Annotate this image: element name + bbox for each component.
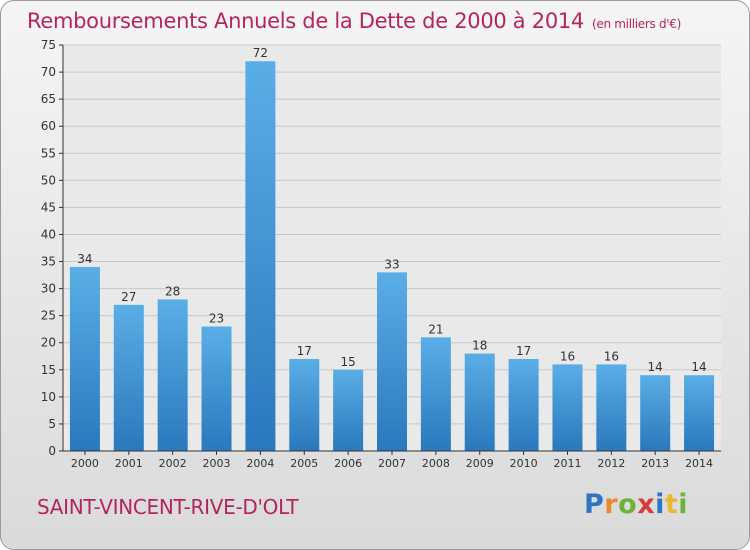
x-tick-label: 2010 <box>510 457 538 470</box>
chart-title: Remboursements Annuels de la Dette de 20… <box>27 9 681 33</box>
y-tick-label: 10 <box>41 390 56 404</box>
x-tick-label: 2007 <box>378 457 406 470</box>
x-tick-label: 2012 <box>597 457 625 470</box>
bar <box>684 375 715 451</box>
data-label: 34 <box>77 252 92 266</box>
data-label: 21 <box>428 322 443 336</box>
data-label: 16 <box>604 349 619 363</box>
bar <box>333 369 364 451</box>
x-tick-label: 2009 <box>466 457 494 470</box>
bar <box>552 364 583 451</box>
data-label: 23 <box>209 311 224 325</box>
x-tick-label: 2008 <box>422 457 450 470</box>
data-label: 27 <box>121 290 136 304</box>
y-tick-label: 35 <box>41 255 56 269</box>
y-tick-label: 20 <box>41 336 56 350</box>
x-tick-label: 2001 <box>115 457 143 470</box>
data-label: 14 <box>691 360 706 374</box>
bar <box>157 299 188 451</box>
x-tick-label: 2013 <box>641 457 669 470</box>
x-tick-label: 2011 <box>553 457 581 470</box>
x-tick-label: 2006 <box>334 457 362 470</box>
bar <box>289 358 320 451</box>
bar <box>640 375 671 451</box>
data-label: 72 <box>253 46 268 60</box>
logo-letter: r <box>604 489 619 520</box>
logo-letter: i <box>655 489 665 520</box>
bar <box>113 304 144 451</box>
y-tick-label: 70 <box>41 65 56 79</box>
logo-letter: i <box>678 489 689 520</box>
y-tick-label: 0 <box>48 444 56 458</box>
y-tick-label: 60 <box>41 119 56 133</box>
bar <box>201 326 232 451</box>
bar <box>464 353 495 451</box>
chart-title-text: Remboursements Annuels de la Dette de 20… <box>27 9 584 33</box>
bar <box>508 358 539 451</box>
y-tick-label: 50 <box>41 173 56 187</box>
data-label: 18 <box>472 339 487 353</box>
data-label: 33 <box>384 257 399 271</box>
proxiti-logo: Proxiti <box>584 489 688 520</box>
bar <box>377 272 407 451</box>
x-tick-label: 2002 <box>159 457 187 470</box>
data-label: 17 <box>297 344 312 358</box>
y-tick-label: 75 <box>41 38 56 52</box>
x-tick-label: 2000 <box>71 457 99 470</box>
data-label: 14 <box>648 360 663 374</box>
data-label: 28 <box>165 284 180 298</box>
logo-letter: t <box>664 489 679 520</box>
data-label: 15 <box>340 355 355 369</box>
x-tick-label: 2003 <box>203 457 231 470</box>
bar <box>420 337 451 451</box>
commune-name: SAINT-VINCENT-RIVE-D'OLT <box>37 495 299 519</box>
y-tick-label: 45 <box>41 200 56 214</box>
bar <box>596 364 627 451</box>
y-tick-label: 5 <box>48 417 56 431</box>
y-tick-label: 40 <box>41 227 56 241</box>
y-tick-label: 30 <box>41 282 56 296</box>
bar <box>245 61 276 452</box>
logo-letter: x <box>637 489 656 520</box>
unit-note: (en milliers d'€) <box>592 17 682 31</box>
y-tick-label: 15 <box>41 363 56 377</box>
logo-letter: P <box>584 489 605 520</box>
data-label: 16 <box>560 349 575 363</box>
y-tick-label: 25 <box>41 309 56 323</box>
logo-letter: o <box>618 489 638 520</box>
y-tick-label: 65 <box>41 92 56 106</box>
bar <box>69 266 100 451</box>
data-label: 17 <box>516 344 531 358</box>
x-tick-label: 2014 <box>685 457 713 470</box>
x-tick-label: 2005 <box>290 457 318 470</box>
y-tick-label: 55 <box>41 146 56 160</box>
x-tick-label: 2004 <box>246 457 274 470</box>
